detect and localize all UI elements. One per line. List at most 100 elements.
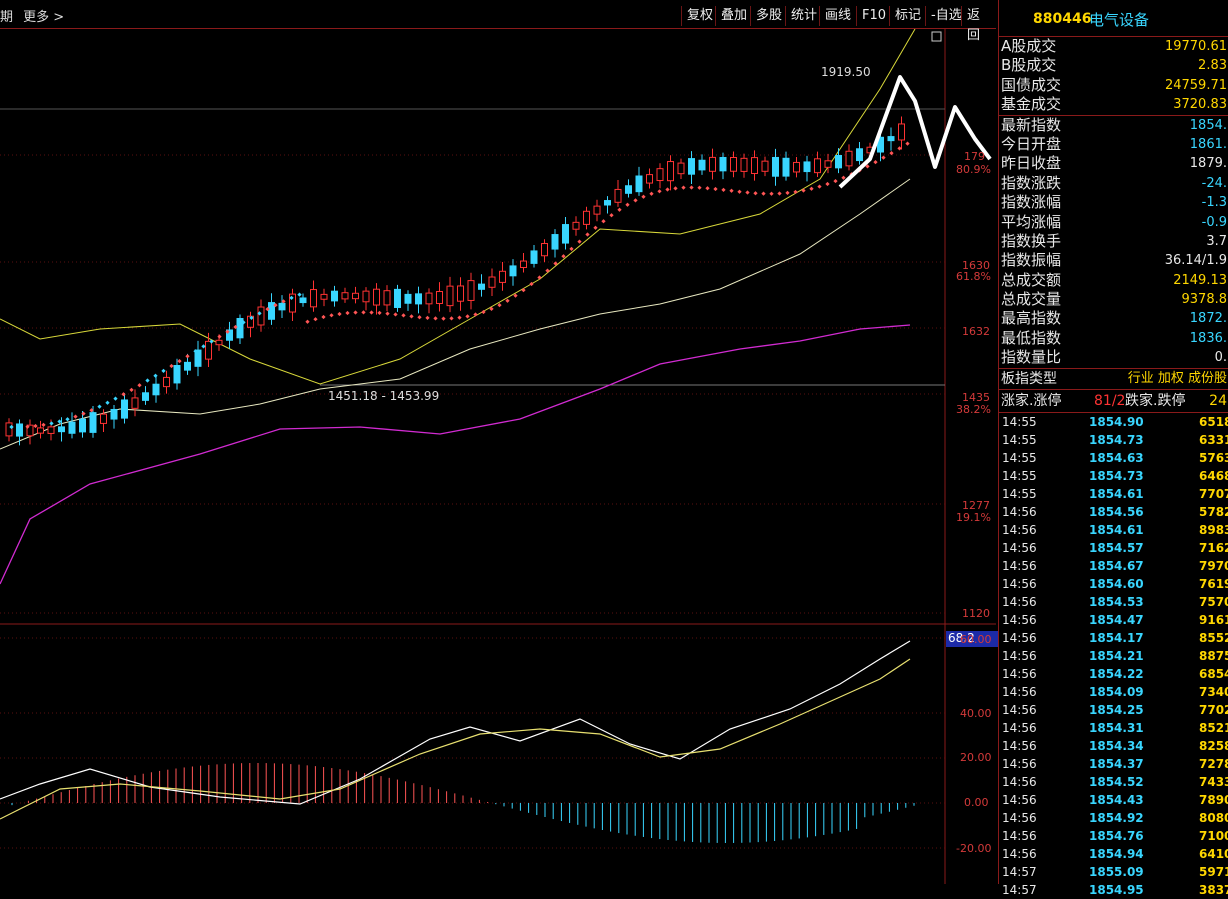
sar-dot <box>809 186 814 191</box>
period-label[interactable]: 期 更多 > <box>0 6 64 25</box>
sub-y-label: 0.00 <box>964 796 989 809</box>
restore-rights-button[interactable]: 复权 <box>681 6 718 26</box>
stat-value: 1879. <box>1189 156 1227 172</box>
tick-row: 14:56 1854.92 8080 <box>999 809 1228 827</box>
sar-dot <box>657 189 662 194</box>
tick-vol: 7570 <box>1199 594 1228 609</box>
tick-time: 14:56 <box>1002 774 1037 789</box>
quote-panel: 880446 电气设备 A股成交 19770.61 B股成交 2.83 国债成交 2475… <box>998 0 1228 897</box>
stat-row: B股成交 2.83 <box>999 56 1228 75</box>
tick-vol: 7707 <box>1199 486 1228 501</box>
tick-price: 1855.09 <box>1089 864 1144 879</box>
tick-row: 14:56 1854.21 8875 <box>999 647 1228 665</box>
tick-price: 1854.60 <box>1089 576 1144 591</box>
candlestick <box>79 418 86 433</box>
sub-y-label: -20.00 <box>956 842 992 855</box>
stat-value: 2149.13 <box>1173 272 1227 288</box>
statistics-button[interactable]: 统计 <box>785 6 822 26</box>
tick-price: 1854.67 <box>1089 558 1144 573</box>
sar-dot <box>433 316 438 321</box>
sar-dot <box>457 315 462 320</box>
tick-vol: 8080 <box>1199 810 1228 825</box>
tick-time: 14:55 <box>1002 486 1037 501</box>
sar-dot <box>641 194 646 199</box>
y-axis-label: 1630 <box>962 259 990 272</box>
sar-dot <box>313 317 318 322</box>
sar-dot <box>329 313 334 318</box>
y-axis-label: 1277 <box>962 499 990 512</box>
kline-chart[interactable] <box>0 29 996 884</box>
candlestick <box>530 250 538 264</box>
candlestick <box>257 306 265 326</box>
candlestick <box>835 155 842 169</box>
index-name: 电气设备 <box>1089 11 1150 29</box>
sar-dot <box>865 164 870 169</box>
stat-label: 平均涨幅 <box>1001 212 1062 231</box>
f10-button[interactable]: F10 <box>856 6 891 26</box>
candlestick <box>814 158 821 174</box>
tick-vol: 3837 <box>1199 882 1228 897</box>
sar-dot <box>481 309 486 315</box>
candlestick <box>772 156 779 177</box>
candlestick <box>436 291 443 304</box>
candlestick <box>226 329 233 341</box>
candlestick <box>352 292 359 300</box>
candlestick <box>173 365 181 384</box>
draw-line-button[interactable]: 画线 <box>819 6 856 26</box>
advance-decline-row: 涨家.涨停 81/2 跌家.跌停 24 <box>999 390 1228 413</box>
sar-dot <box>401 313 406 318</box>
sar-dot <box>225 329 230 334</box>
tick-price: 1854.95 <box>1089 882 1144 897</box>
sar-dot <box>697 185 702 190</box>
plate-type-value[interactable]: 行业 加权 成份股 <box>1127 370 1227 386</box>
tick-price: 1854.37 <box>1089 756 1144 771</box>
candlestick <box>709 156 716 172</box>
tick-row: 14:56 1854.17 8552 <box>999 629 1228 647</box>
tick-row: 14:56 1854.22 6854 <box>999 665 1228 683</box>
candlestick <box>688 158 695 175</box>
candlestick <box>887 136 895 142</box>
tick-row: 14:56 1854.52 7433 <box>999 773 1228 791</box>
tick-price: 1854.52 <box>1089 774 1144 789</box>
tick-row: 14:56 1854.94 6410 <box>999 845 1228 863</box>
tick-price: 1854.31 <box>1089 720 1144 735</box>
remove-watchlist-button[interactable]: -自选 <box>925 6 967 26</box>
tick-price: 1854.61 <box>1089 522 1144 537</box>
stat-value: 9378.8 <box>1181 292 1228 308</box>
sar-dot <box>265 307 270 312</box>
sar-dot <box>689 185 694 190</box>
sar-dot <box>257 311 262 316</box>
more-menu[interactable]: 更多 > <box>23 10 65 25</box>
tick-time: 14:56 <box>1002 558 1037 573</box>
sar-dot <box>161 368 166 374</box>
candlestick <box>110 408 118 420</box>
sar-dot <box>713 186 718 192</box>
multi-stock-button[interactable]: 多股 <box>750 6 787 26</box>
sar-dot <box>289 295 294 300</box>
sar-dot <box>593 225 598 230</box>
tick-price: 1854.25 <box>1089 702 1144 717</box>
tick-row: 14:56 1854.09 7340 <box>999 683 1228 701</box>
candlestick <box>478 283 485 290</box>
sar-dot <box>417 315 422 320</box>
stats-table: A股成交 19770.61 B股成交 2.83 国债成交 24759.71 基金成交 3720… <box>999 37 1228 369</box>
sar-dot <box>465 314 470 319</box>
sub-y-label: 40.00 <box>960 707 992 720</box>
tick-row: 14:55 1854.73 6468 <box>999 467 1228 485</box>
candlestick <box>394 288 401 308</box>
sar-dot <box>185 354 190 359</box>
overlay-button[interactable]: 叠加 <box>715 6 752 26</box>
stat-value: -1.3 <box>1201 195 1227 211</box>
tick-vol: 7619 <box>1199 576 1228 591</box>
mark-button[interactable]: 标记 <box>889 6 926 26</box>
tick-time: 14:56 <box>1002 504 1037 519</box>
stat-value: 19770.61 <box>1164 39 1227 54</box>
stat-label: 最高指数 <box>1001 309 1062 328</box>
candlestick <box>646 174 653 184</box>
stat-label: 指数涨跌 <box>1001 173 1062 192</box>
back-button[interactable]: 返回 <box>961 6 996 43</box>
kline-chart-area[interactable]: 1919.50 1451.18 - 1453.99 179 80.9% 1630… <box>0 29 998 884</box>
tick-time: 14:56 <box>1002 594 1037 609</box>
